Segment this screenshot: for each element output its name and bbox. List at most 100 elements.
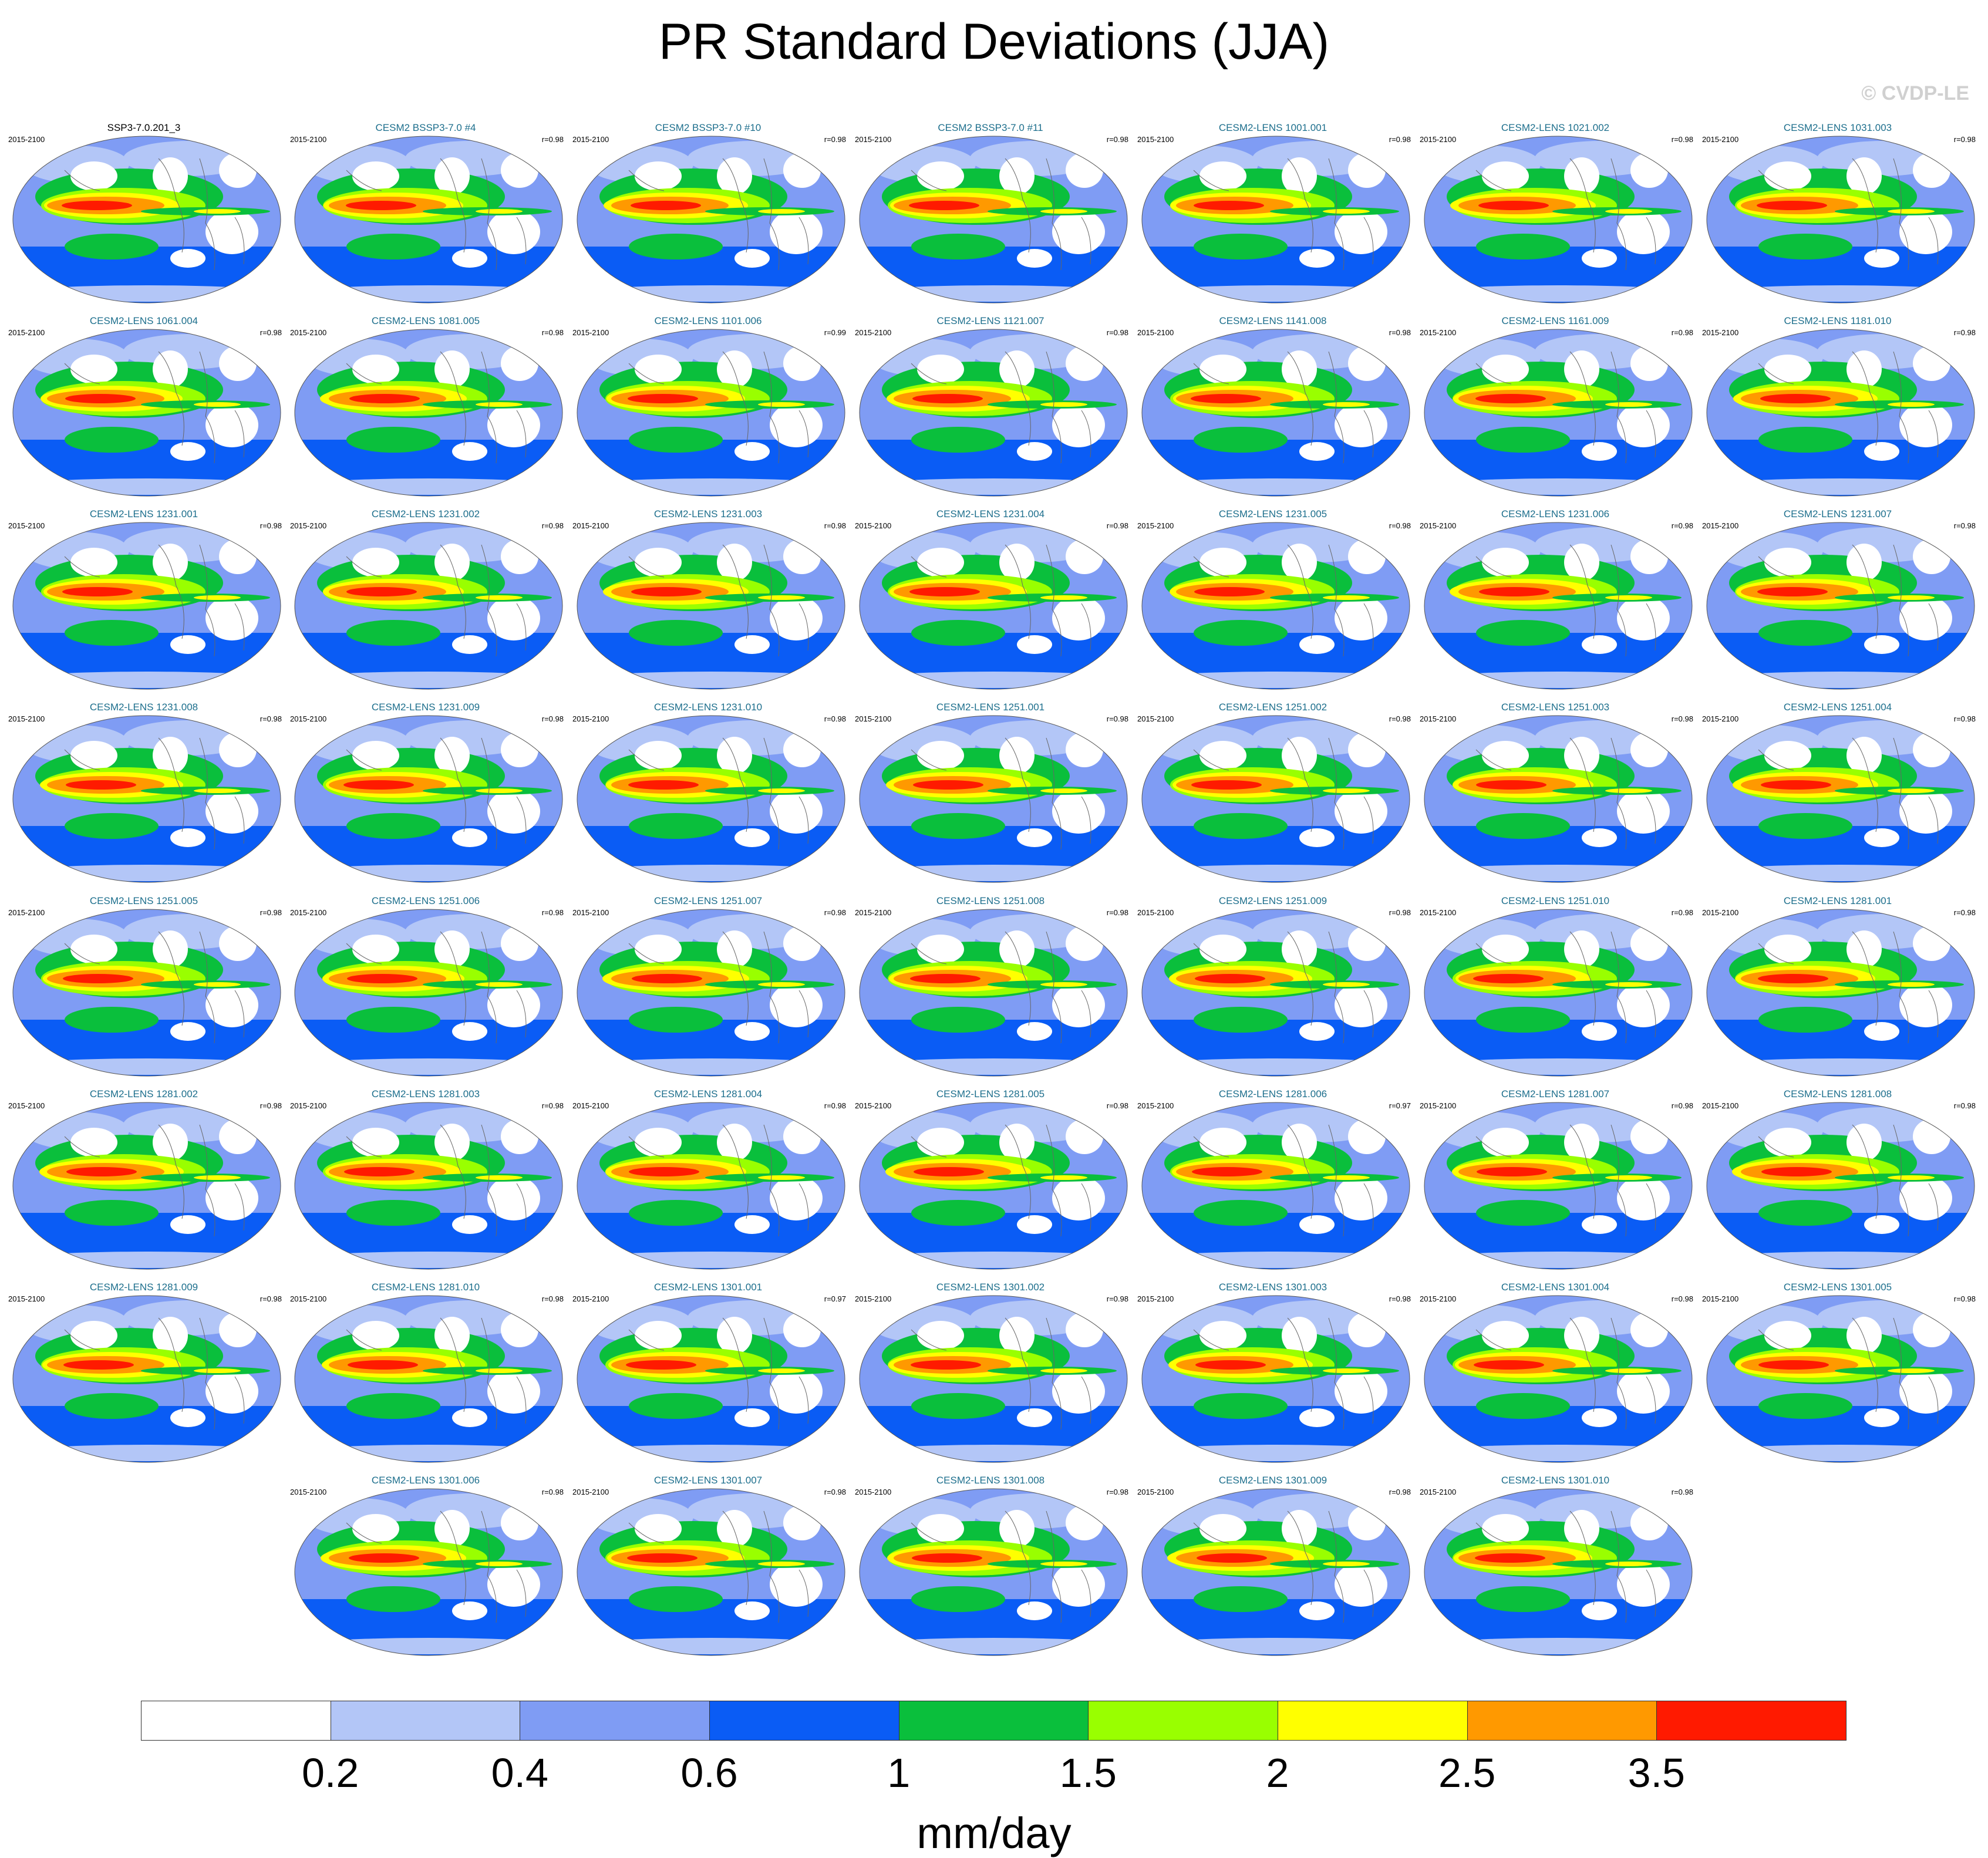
panel-period: 2015-2100 [1137,908,1174,917]
panel-correlation: r=0.98 [1953,1101,1976,1110]
map-plot [294,329,563,497]
panel-title: CESM2-LENS 1281.009 [89,1282,198,1293]
panel-period: 2015-2100 [855,135,892,144]
panel-title: CESM2-LENS 1231.005 [1218,508,1327,520]
panel-period: 2015-2100 [855,714,892,723]
map-plot [12,522,281,690]
panel-map [858,328,1128,497]
panel-title: CESM2-LENS 1301.001 [653,1282,763,1293]
panel-period: 2015-2100 [1420,521,1457,530]
panel-correlation: r=0.98 [1389,135,1411,144]
panel-map [294,1488,564,1657]
map-panel: CESM2-LENS 1231.002 2015-2100 r=0.98 [288,508,564,690]
map-panel: CESM2-LENS 1251.003 2015-2100 r=0.98 [1417,702,1693,884]
panel-map [1706,521,1976,690]
map-panel: CESM2-LENS 1301.006 2015-2100 r=0.98 [288,1475,564,1657]
panel-correlation: r=0.98 [1953,1294,1976,1303]
map-panel: CESM2 BSSP3-7.0 #10 2015-2100 r=0.98 [570,122,846,304]
panel-period: 2015-2100 [572,908,609,917]
panel-title: CESM2-LENS 1251.001 [936,702,1045,713]
map-panel: CESM2-LENS 1281.010 2015-2100 r=0.98 [288,1282,564,1464]
map-panel: CESM2-LENS 1281.009 2015-2100 r=0.98 [6,1282,282,1464]
map-plot [1424,522,1693,690]
colorbar-tick-label: 0.2 [302,1750,359,1796]
panel-period: 2015-2100 [855,521,892,530]
map-plot [1141,329,1410,497]
map-panel: CESM2 BSSP3-7.0 #11 2015-2100 r=0.98 [853,122,1128,304]
map-panel: CESM2-LENS 1161.009 2015-2100 r=0.98 [1417,315,1693,497]
panel-title: CESM2-LENS 1021.002 [1501,122,1610,133]
panel-map [858,714,1128,884]
panel-title: CESM2 BSSP3-7.0 #4 [375,122,476,133]
panel-map [1423,328,1693,497]
panel-title: CESM2-LENS 1301.003 [1218,1282,1327,1293]
map-panel: SSP3-7.0.201_3 2015-2100 [6,122,282,304]
panel-map [12,1294,282,1464]
map-panel: CESM2-LENS 1301.008 2015-2100 r=0.98 [853,1475,1128,1657]
map-panel: CESM2-LENS 1251.008 2015-2100 r=0.98 [853,895,1128,1077]
colorbar-tick-label: 1.5 [1059,1750,1117,1796]
panel-period: 2015-2100 [1702,1294,1739,1303]
panel-map [1706,714,1976,884]
colorbar-swatch [898,1701,1089,1741]
colorbar [141,1701,1847,1742]
map-panel: CESM2-LENS 1281.001 2015-2100 r=0.98 [1700,895,1976,1077]
panel-period: 2015-2100 [1420,714,1457,723]
map-panel: CESM2-LENS 1231.006 2015-2100 r=0.98 [1417,508,1693,690]
map-plot [12,1102,281,1270]
panel-map [576,135,846,304]
panel-period: 2015-2100 [1702,135,1739,144]
map-plot [294,1295,563,1463]
map-panel: CESM2-LENS 1281.002 2015-2100 r=0.98 [6,1088,282,1270]
panel-period: 2015-2100 [572,521,609,530]
map-panel: CESM2-LENS 1231.004 2015-2100 r=0.98 [853,508,1128,690]
panel-period: 2015-2100 [290,135,327,144]
panel-title: CESM2-LENS 1281.002 [89,1088,198,1100]
map-panel: CESM2-LENS 1281.006 2015-2100 r=0.97 [1135,1088,1411,1270]
map-plot [859,329,1128,497]
panel-correlation: r=0.98 [1671,1101,1693,1110]
panel-correlation: r=0.97 [1389,1101,1411,1110]
map-plot [1706,1102,1975,1270]
colorbar-tick-label: 0.4 [491,1750,548,1796]
map-plot [1424,715,1693,883]
panel-period: 2015-2100 [1702,328,1739,337]
panel-correlation: r=0.98 [260,521,282,530]
panel-title: CESM2-LENS 1231.003 [653,508,763,520]
panel-title: CESM2-LENS 1231.008 [89,702,198,713]
map-plot [1141,1295,1410,1463]
panel-period: 2015-2100 [572,1294,609,1303]
panel-title: CESM2-LENS 1231.007 [1783,508,1892,520]
panel-title: CESM2-LENS 1281.010 [371,1282,480,1293]
map-plot [859,522,1128,690]
panel-map [1141,521,1411,690]
panel-correlation: r=0.98 [1671,1294,1693,1303]
panel-map [12,135,282,304]
panel-map [1141,908,1411,1077]
panel-period: 2015-2100 [290,1488,327,1496]
map-plot [859,136,1128,304]
panel-correlation: r=0.98 [1389,521,1411,530]
panel-map [1423,1294,1693,1464]
panel-period: 2015-2100 [1702,908,1739,917]
panel-title: CESM2-LENS 1301.006 [371,1475,480,1486]
map-plot [1141,1102,1410,1270]
panel-map [12,521,282,690]
panel-correlation: r=0.98 [260,1101,282,1110]
panel-correlation: r=0.98 [260,328,282,337]
panel-period: 2015-2100 [1420,328,1457,337]
panel-title: CESM2-LENS 1281.006 [1218,1088,1327,1100]
map-panel: CESM2 BSSP3-7.0 #4 2015-2100 r=0.98 [288,122,564,304]
map-plot [1141,136,1410,304]
panel-correlation: r=0.98 [260,714,282,723]
map-panel: CESM2-LENS 1121.007 2015-2100 r=0.98 [853,315,1128,497]
panel-title: CESM2-LENS 1281.001 [1783,895,1892,906]
map-panel: CESM2-LENS 1101.006 2015-2100 r=0.99 [570,315,846,497]
map-panel: CESM2-LENS 1251.002 2015-2100 r=0.98 [1135,702,1411,884]
panel-correlation: r=0.98 [824,1488,846,1496]
panel-period: 2015-2100 [1420,135,1457,144]
panel-correlation: r=0.98 [1671,521,1693,530]
panel-title: CESM2-LENS 1281.008 [1783,1088,1892,1100]
panel-title: CESM2-LENS 1061.004 [89,315,198,326]
panel-map [1141,1488,1411,1657]
